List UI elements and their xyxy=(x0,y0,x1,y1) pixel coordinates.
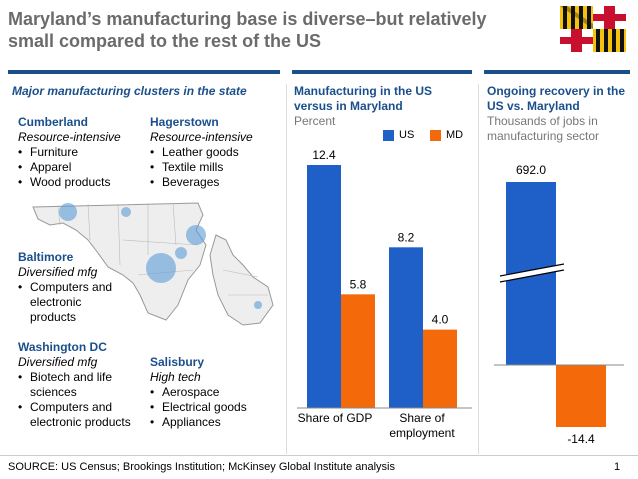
axis-break-gap xyxy=(500,264,564,282)
bar-value-label: 5.8 xyxy=(350,277,367,291)
panel-divider xyxy=(478,84,479,454)
bar-md-recovery xyxy=(556,365,606,427)
cluster-type: Diversified mfg xyxy=(18,355,98,369)
cluster-baltimore: Baltimore Diversified mfg Computers and … xyxy=(18,250,138,325)
comparison-chart-subtitle: Percent xyxy=(294,114,336,128)
cluster-name: Hagerstown xyxy=(150,115,219,129)
panel-divider xyxy=(286,84,287,454)
axis-break-line xyxy=(499,263,565,277)
cluster-type: High tech xyxy=(150,370,201,384)
cluster-name: Baltimore xyxy=(18,250,74,264)
cluster-item: Leather goods xyxy=(150,145,280,160)
cluster-type: Diversified mfg xyxy=(18,265,98,279)
cluster-item: Electrical goods xyxy=(150,400,280,415)
axis-break-line xyxy=(499,269,565,283)
header-bar-recovery xyxy=(484,70,630,74)
maryland-flag-icon xyxy=(560,6,626,52)
header-bar-clusters xyxy=(8,70,280,74)
cluster-item: Computers and electronic products xyxy=(18,280,123,325)
bar-value-label: 12.4 xyxy=(312,148,336,162)
cluster-type: Resource-intensive xyxy=(150,130,253,144)
legend-label-md: MD xyxy=(446,129,464,141)
legend-label-us: US xyxy=(399,129,415,141)
footer-divider xyxy=(0,455,638,456)
page-number: 1 xyxy=(614,461,621,473)
bar-us-1 xyxy=(389,247,423,408)
cluster-name: Cumberland xyxy=(18,115,89,129)
page-title: Maryland’s manufacturing base is diverse… xyxy=(8,9,487,51)
bar-value-label: 4.0 xyxy=(432,313,449,327)
category-label-employment: Share of employment xyxy=(389,411,455,440)
cluster-cumberland: Cumberland Resource-intensive Furniture … xyxy=(18,115,138,190)
cluster-item: Wood products xyxy=(18,175,138,190)
bar-us-0 xyxy=(307,165,341,408)
bar-md-1 xyxy=(423,329,457,408)
cluster-washington-dc: Washington DC Diversified mfg Biotech an… xyxy=(18,340,143,430)
cluster-item: Textile mills xyxy=(150,160,280,175)
legend-swatch-us xyxy=(383,130,394,141)
bar-value-label: 692.0 xyxy=(516,163,546,177)
cluster-name: Washington DC xyxy=(18,340,107,354)
bar-value-label: -14.4 xyxy=(567,432,595,446)
clusters-panel-title: Major manufacturing clusters in the stat… xyxy=(12,84,247,98)
cluster-salisbury: Salisbury High tech Aerospace Electrical… xyxy=(150,355,280,430)
bar-value-label: 8.2 xyxy=(398,230,415,244)
maryland-map xyxy=(32,202,274,326)
category-label-gdp: Share of GDP xyxy=(297,411,373,425)
cluster-item: Aerospace xyxy=(150,385,280,400)
cluster-item: Furniture xyxy=(18,145,138,160)
bar-md-0 xyxy=(341,294,375,408)
recovery-chart-subtitle: Thousands of jobs in manufacturing secto… xyxy=(487,114,600,143)
cluster-item: Apparel xyxy=(18,160,138,175)
cluster-item: Computers and electronic products xyxy=(18,400,133,430)
cluster-item: Beverages xyxy=(150,175,280,190)
cluster-item: Appliances xyxy=(150,415,280,430)
cluster-hagerstown: Hagerstown Resource-intensive Leather go… xyxy=(150,115,280,190)
source-note: SOURCE: US Census; Brookings Institution… xyxy=(8,461,395,473)
recovery-chart-title: Ongoing recovery in the US vs. Maryland xyxy=(487,84,626,113)
comparison-bar-chart: 12.4 5.8 8.2 4.0 xyxy=(297,148,472,409)
comparison-chart-title: Manufacturing in the US versus in Maryla… xyxy=(294,84,432,113)
recovery-bar-chart: 692.0 -14.4 xyxy=(494,163,624,446)
header-bar-comparison xyxy=(292,70,472,74)
cluster-name: Salisbury xyxy=(150,355,205,369)
cluster-type: Resource-intensive xyxy=(18,130,121,144)
legend-swatch-md xyxy=(430,130,441,141)
cluster-item: Biotech and life sciences xyxy=(18,370,133,400)
